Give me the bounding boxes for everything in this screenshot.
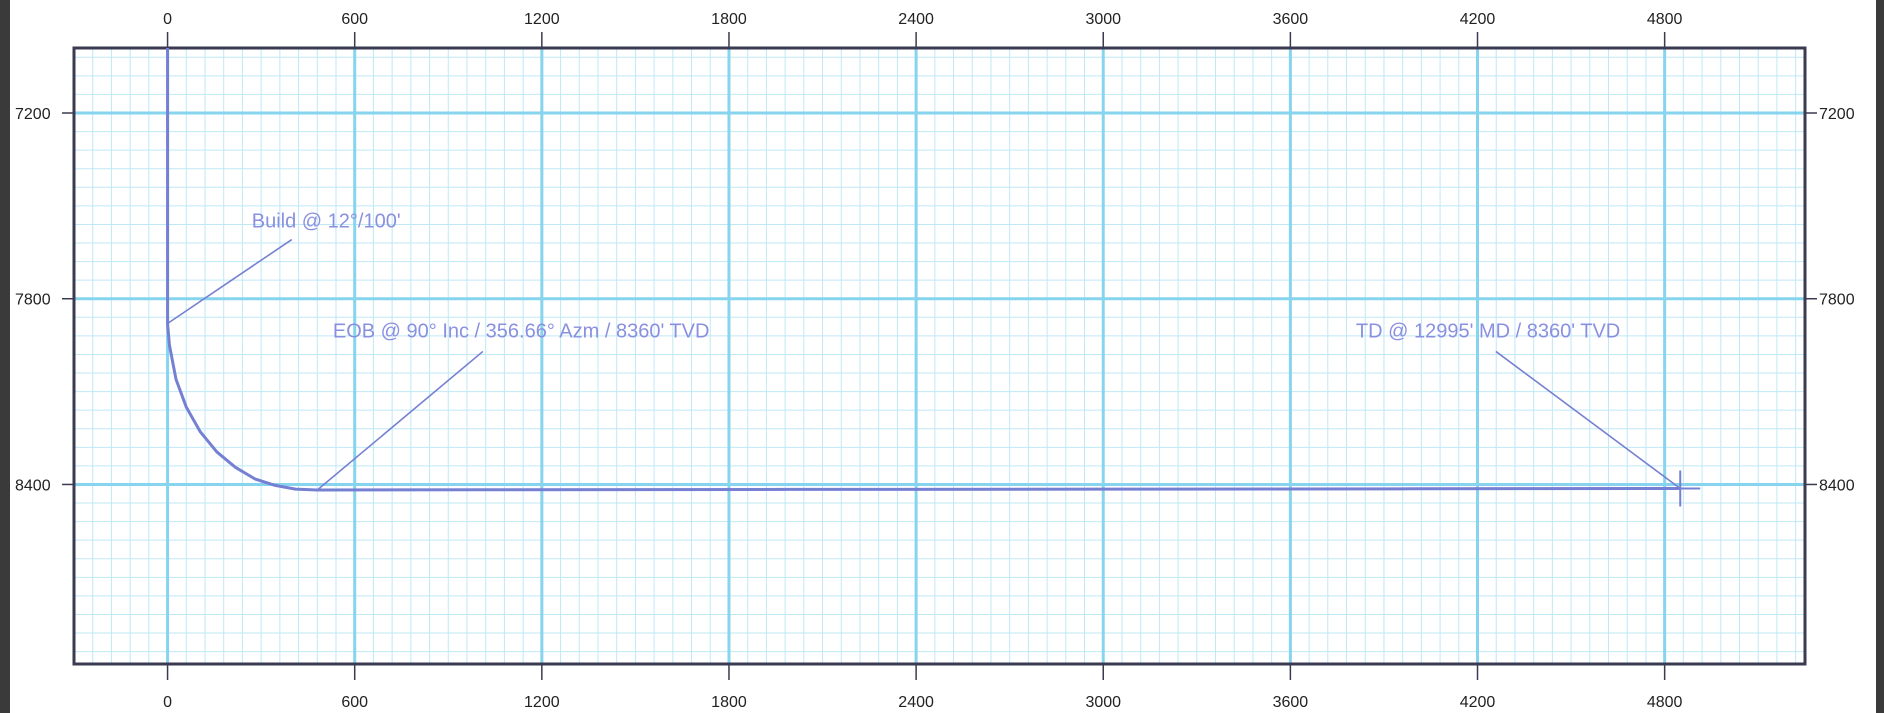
minor-grid <box>73 48 1805 664</box>
annotations: Build @ 12°/100' EOB @ 90° Inc / 356.66° … <box>167 211 1681 491</box>
x-tick-label-bottom: 4200 <box>1460 694 1496 711</box>
y-tick-label-left: 8400 <box>15 477 51 494</box>
y-tick-label-right: 7200 <box>1819 106 1855 123</box>
x-tick-label-bottom: 2400 <box>898 694 934 711</box>
y-tick-label-left: 7200 <box>15 106 51 123</box>
x-tick-label-top: 2400 <box>898 11 934 28</box>
x-tick-label-bottom: 1200 <box>524 694 560 711</box>
trajectory-line <box>166 48 1681 492</box>
annotation-label: Build @ 12°/100' <box>252 211 401 233</box>
annotation-label: TD @ 12995' MD / 8360' TVD <box>1356 320 1620 342</box>
trajectory-series <box>166 48 1701 507</box>
tick-labels: 0 0 600 600 1200 1200 1800 1800 2400 2400 3000 3000… <box>15 11 1855 711</box>
y-tick-label-right: 8400 <box>1819 477 1855 494</box>
x-tick-label-top: 1800 <box>711 11 747 28</box>
major-grid <box>74 48 1805 664</box>
annotation-leader <box>316 350 484 491</box>
well-trajectory-chart: 0 0 600 600 1200 1200 1800 1800 2400 2400 3000 3000… <box>15 11 1855 711</box>
x-tick-label-top: 600 <box>341 11 368 28</box>
annotation-leader <box>1495 350 1681 490</box>
x-tick-label-top: 3600 <box>1273 11 1309 28</box>
x-tick-label-bottom: 3600 <box>1273 694 1309 711</box>
x-tick-label-bottom: 600 <box>341 694 368 711</box>
x-tick-label-top: 0 <box>163 11 172 28</box>
x-tick-label-bottom: 1800 <box>711 694 747 711</box>
annotation-label: EOB @ 90° Inc / 356.66° Azm / 8360' TVD <box>333 320 710 342</box>
y-tick-label-right: 7800 <box>1819 292 1855 309</box>
x-tick-label-bottom: 3000 <box>1085 694 1121 711</box>
y-tick-label-left: 7800 <box>15 292 51 309</box>
x-tick-label-bottom: 0 <box>163 694 172 711</box>
x-tick-label-top: 1200 <box>524 11 560 28</box>
x-tick-label-top: 4200 <box>1460 11 1496 28</box>
annotation-leader <box>167 238 293 325</box>
x-tick-label-bottom: 4800 <box>1647 694 1683 711</box>
x-tick-label-top: 4800 <box>1647 11 1683 28</box>
x-tick-label-top: 3000 <box>1085 11 1121 28</box>
tick-marks <box>62 32 1817 680</box>
chart-frame: 0 0 600 600 1200 1200 1800 1800 2400 2400 3000 3000… <box>10 0 1876 713</box>
plot-border <box>72 46 1807 666</box>
